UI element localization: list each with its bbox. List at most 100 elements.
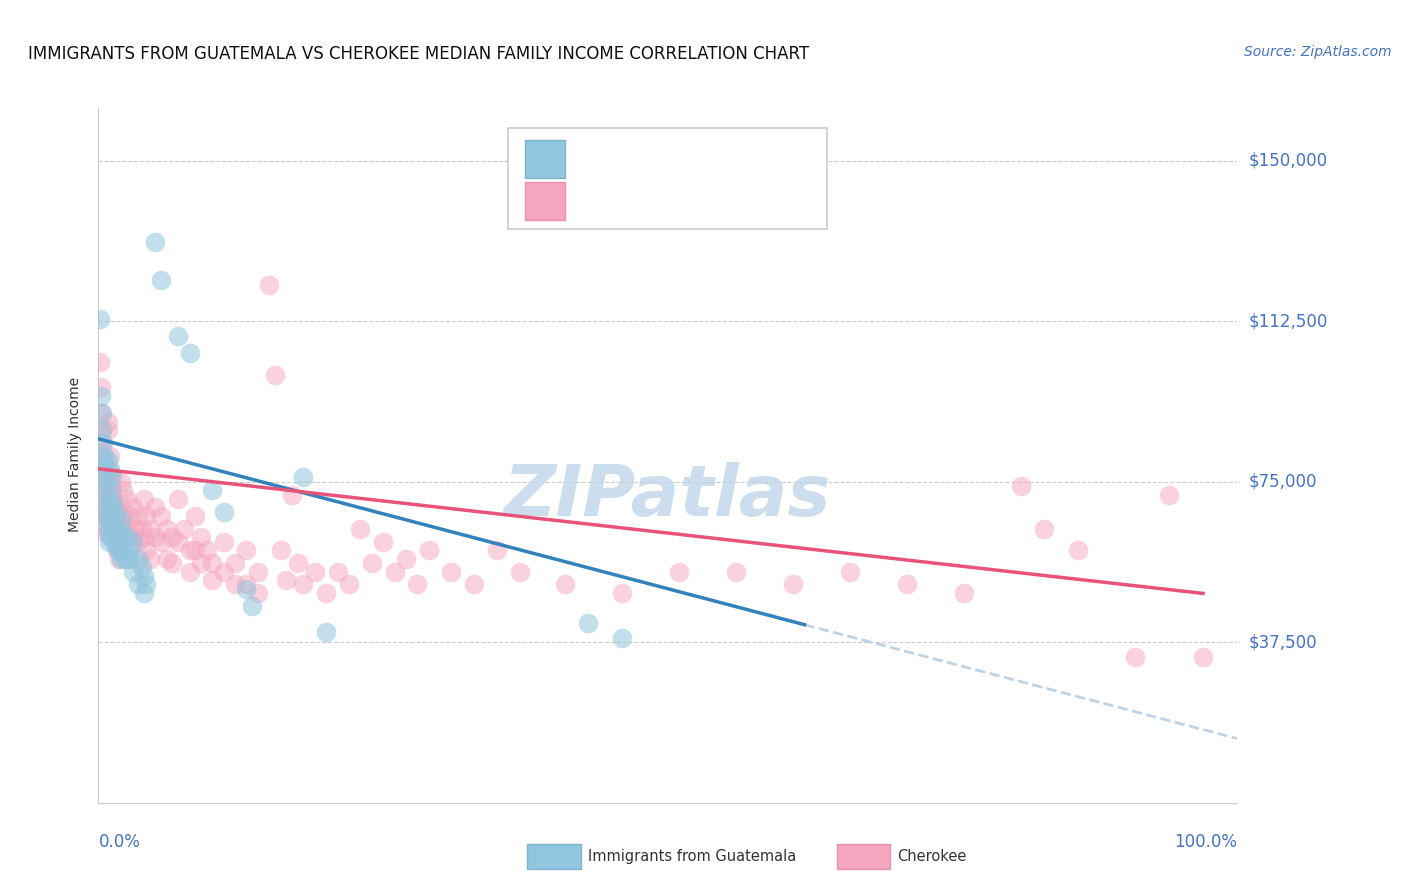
Point [96, 453, 118, 467]
Point [371, 534, 394, 549]
Point [612, 631, 634, 645]
Text: Cherokee: Cherokee [897, 849, 966, 863]
Point [509, 565, 531, 579]
Point [114, 551, 136, 566]
Point [292, 470, 315, 484]
Point [101, 500, 124, 515]
Bar [526, 182, 565, 220]
Point [94, 483, 117, 498]
Point [406, 577, 429, 591]
Point [115, 530, 138, 544]
Point [132, 530, 155, 544]
Point [93, 470, 115, 484]
Point [132, 586, 155, 600]
Point [103, 534, 125, 549]
Point [96, 500, 118, 515]
Point [100, 505, 122, 519]
Point [90, 380, 112, 394]
Point [1010, 479, 1032, 493]
Point [107, 543, 129, 558]
Point [127, 577, 149, 591]
Point [1157, 487, 1180, 501]
Point [167, 491, 190, 506]
Point [304, 565, 326, 579]
Point [108, 543, 131, 558]
Point [93, 466, 115, 480]
Point [100, 508, 122, 523]
Point [104, 505, 127, 519]
Point [100, 483, 122, 498]
Point [101, 470, 124, 484]
Point [110, 551, 132, 566]
Point [124, 522, 146, 536]
Point [94, 475, 117, 489]
Point [103, 513, 125, 527]
Point [212, 565, 235, 579]
Point [167, 534, 190, 549]
Point [100, 466, 122, 480]
Point [240, 599, 263, 613]
Point [96, 508, 118, 523]
Point [90, 389, 112, 403]
Point [150, 534, 173, 549]
Point [103, 491, 125, 506]
Point [270, 543, 292, 558]
Point [292, 577, 315, 591]
Point [668, 565, 690, 579]
Point [486, 543, 509, 558]
Point [1123, 650, 1146, 665]
Point [90, 406, 112, 420]
Point [179, 346, 201, 360]
Text: $112,500: $112,500 [1249, 312, 1327, 330]
Point [104, 530, 127, 544]
Text: Immigrants from Guatemala: Immigrants from Guatemala [588, 849, 796, 863]
Point [132, 569, 155, 583]
Point [287, 556, 309, 570]
Point [440, 565, 463, 579]
Point [105, 526, 128, 541]
Point [173, 522, 195, 536]
Point [96, 423, 118, 437]
Point [896, 577, 918, 591]
Point [235, 577, 257, 591]
Point [120, 551, 142, 566]
Point [179, 565, 201, 579]
Point [115, 551, 138, 566]
Point [121, 500, 143, 515]
Point [184, 508, 207, 523]
Point [110, 500, 132, 515]
Point [224, 556, 246, 570]
Point [224, 577, 246, 591]
Point [212, 534, 235, 549]
Point [96, 526, 118, 541]
Point [96, 517, 118, 532]
Point [145, 500, 167, 515]
Point [131, 522, 153, 536]
Point [103, 522, 125, 536]
Point [93, 453, 115, 467]
Point [131, 560, 153, 574]
Point [89, 312, 111, 326]
Bar [526, 140, 565, 178]
Point [395, 551, 418, 566]
Point [114, 522, 136, 536]
Point [212, 505, 235, 519]
Point [138, 551, 160, 566]
Point [103, 526, 125, 541]
Point [184, 543, 207, 558]
Point [112, 508, 135, 523]
Point [104, 530, 127, 544]
Point [104, 508, 127, 523]
Point [110, 475, 132, 489]
Point [576, 615, 599, 630]
Point [108, 534, 131, 549]
Point [315, 586, 337, 600]
Text: R = −0.410: R = −0.410 [576, 150, 682, 169]
Point [246, 565, 269, 579]
Point [103, 496, 125, 510]
Point [93, 483, 115, 498]
Point [725, 565, 748, 579]
Point [612, 586, 634, 600]
Point [90, 436, 112, 450]
Point [89, 355, 111, 369]
